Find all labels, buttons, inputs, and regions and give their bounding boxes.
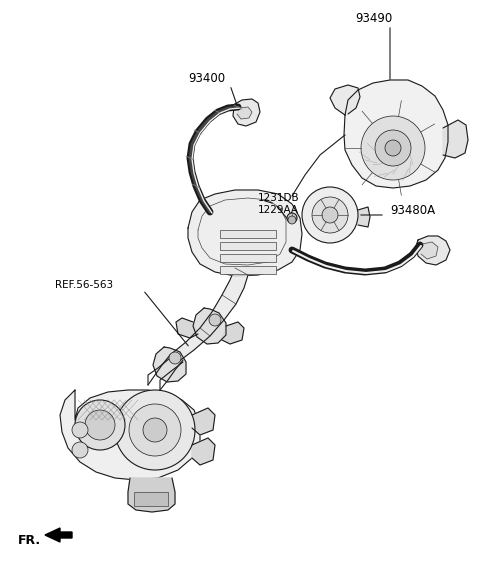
Circle shape [287, 213, 297, 223]
Polygon shape [193, 308, 226, 344]
Polygon shape [128, 478, 175, 512]
Polygon shape [176, 318, 198, 338]
Polygon shape [170, 268, 248, 362]
Polygon shape [330, 85, 360, 115]
Text: 1231DB: 1231DB [258, 193, 300, 203]
Text: 93490: 93490 [355, 12, 392, 24]
Polygon shape [421, 242, 438, 259]
Circle shape [288, 216, 296, 224]
Circle shape [169, 352, 181, 364]
Circle shape [385, 140, 401, 156]
Polygon shape [344, 80, 448, 188]
Polygon shape [222, 322, 244, 344]
Circle shape [75, 400, 125, 450]
Bar [220, 266, 276, 274]
Circle shape [209, 314, 221, 326]
Bar [220, 254, 276, 262]
Polygon shape [192, 408, 215, 435]
Circle shape [361, 116, 425, 180]
Circle shape [72, 422, 88, 438]
Text: 93480A: 93480A [390, 203, 435, 217]
Polygon shape [192, 438, 215, 465]
Polygon shape [237, 107, 252, 119]
Polygon shape [416, 236, 450, 265]
Polygon shape [358, 207, 370, 227]
Bar [220, 242, 276, 250]
Circle shape [72, 442, 88, 458]
Circle shape [322, 207, 338, 223]
Bar [220, 230, 276, 238]
Bar [134, 492, 168, 506]
Text: FR.: FR. [18, 533, 41, 547]
Polygon shape [60, 390, 200, 480]
Circle shape [85, 410, 115, 440]
Polygon shape [45, 528, 72, 542]
Circle shape [115, 390, 195, 470]
Text: 1229AA: 1229AA [258, 205, 299, 215]
Circle shape [375, 130, 411, 166]
Polygon shape [443, 120, 468, 158]
Circle shape [312, 197, 348, 233]
Circle shape [143, 418, 167, 442]
Text: 93400: 93400 [188, 71, 225, 84]
Polygon shape [233, 99, 260, 126]
Circle shape [302, 187, 358, 243]
Text: REF.56-563: REF.56-563 [55, 280, 113, 290]
Circle shape [129, 404, 181, 456]
Polygon shape [153, 347, 186, 382]
Polygon shape [188, 190, 302, 276]
